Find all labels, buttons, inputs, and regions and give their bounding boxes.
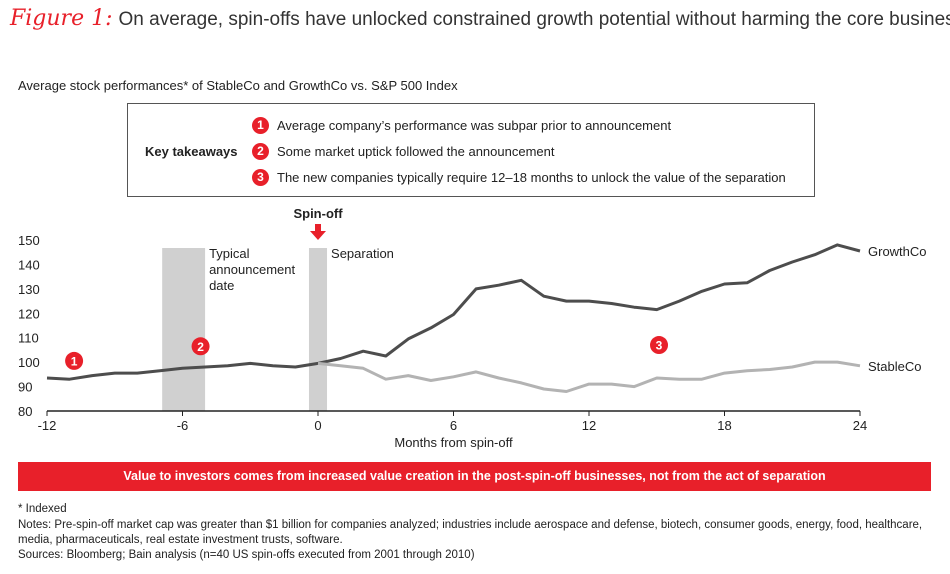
takeaway-text: Some market uptick followed the announce… [277,144,555,159]
x-tick-label: 18 [717,418,731,433]
footnote: Sources: Bloomberg; Bain analysis (n=40 … [18,549,475,561]
region-label-box: Separation [331,246,394,261]
series-label: StableCo [868,359,921,374]
y-tick-label: 140 [18,257,40,272]
takeaways-label: Key takeaways [145,144,238,159]
title: Figure 1: On average, spin-offs have unlo… [10,6,950,31]
marker [650,336,669,355]
footnote: Notes: Pre-spin-off market cap was great… [18,519,923,531]
y-tick-label: 80 [18,404,32,419]
marker-label: 1 [71,354,78,368]
y-tick-label: 120 [18,306,40,321]
event-label: Spin-off [293,206,343,221]
x-axis-label: Months from spin-off [394,435,513,450]
takeaway: 3 The new companies typically require 12–… [252,169,786,186]
title-text: On average, spin-offs have unlocked cons… [118,9,950,30]
marker [191,337,210,356]
line [46,243,861,381]
region-label-box: Typical announcement date [209,246,296,293]
x-tick-label: 6 [450,418,457,433]
shaded-region [308,248,328,411]
marker-label: 2 [197,340,204,354]
banner: Value to investors comes from increased … [18,462,931,491]
takeaway: 2 Some market uptick followed the announc… [252,143,555,160]
subtitle: Average stock performances* of StableCo … [18,78,458,93]
takeaway: 1 Average company’s performance was subpa… [252,117,671,134]
marker [65,351,84,370]
x-tick-label: 24 [853,418,867,433]
footnote: media, pharmaceuticals, real estate inve… [18,534,343,546]
x-tick-label: 12 [582,418,596,433]
takeaway-number: 1 [252,117,269,134]
x-tick-label: 0 [314,418,321,433]
shaded-region [162,248,206,411]
series-label: GrowthCo [868,244,927,259]
figure-label: Figure 1: [10,6,113,31]
x-tick-label: -6 [177,418,189,433]
line [317,360,861,393]
y-tick-label: 130 [18,282,40,297]
y-tick-label: 90 [18,380,32,395]
takeaway-number: 3 [252,169,269,186]
region-label: Separation [331,246,394,261]
takeaway-number: 2 [252,143,269,160]
x-tick-label: -12 [38,418,57,433]
y-tick-label: 150 [18,233,40,248]
y-tick-label: 110 [18,331,39,346]
region-label: Typical announcement date [209,246,296,293]
chart: Typical announcement date Separation 80 90 1… [18,206,927,450]
marker-label: 3 [656,339,663,353]
takeaways-box [127,103,815,197]
takeaway-text: The new companies typically require 12–1… [277,170,786,185]
footnote: * Indexed [18,503,67,515]
takeaway-text: Average company’s performance was subpar… [277,118,672,133]
event-arrow [310,224,326,240]
y-tick-label: 100 [18,355,40,370]
